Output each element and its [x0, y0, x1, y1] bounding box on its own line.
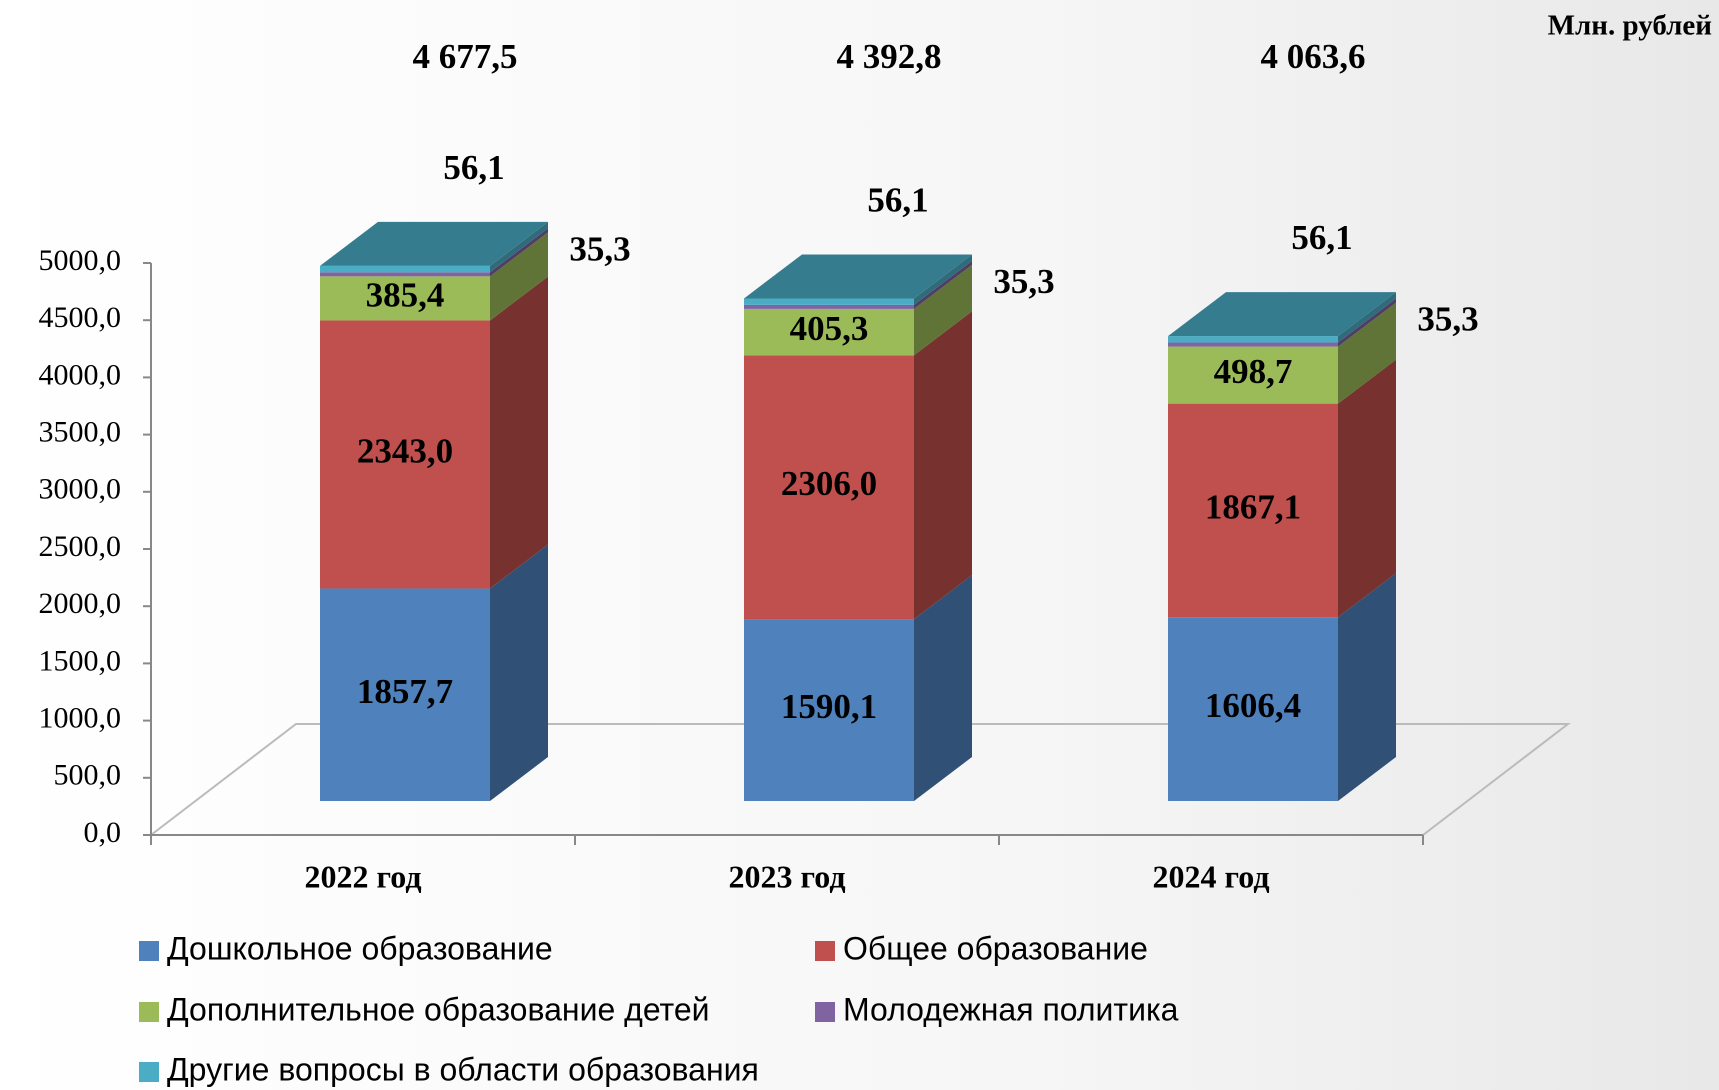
bar-side	[914, 311, 972, 620]
y-tick-label: 4500,0	[39, 301, 122, 334]
bar-segment	[1168, 346, 1338, 404]
data-label: 56,1	[443, 148, 504, 187]
bar-segment	[320, 272, 490, 277]
bar-segment	[744, 619, 914, 801]
bar-side	[490, 232, 548, 321]
y-tick-label: 0,0	[84, 816, 122, 849]
bar-side	[1338, 298, 1396, 347]
bar-side	[914, 264, 972, 356]
bar-side	[490, 221, 548, 273]
bar-side	[490, 228, 548, 277]
data-label: 35,3	[993, 262, 1054, 301]
data-label: 498,7	[1214, 352, 1293, 391]
legend-label: Дополнительное образование детей	[167, 991, 710, 1027]
bar-segment	[320, 276, 490, 321]
data-label: 1857,7	[357, 672, 453, 711]
bar-segment	[320, 588, 490, 801]
legend-marker	[815, 1002, 835, 1022]
x-tick-label: 2023 год	[729, 858, 846, 894]
bar-side	[490, 544, 548, 801]
bar-segment	[744, 298, 914, 305]
x-tick-label: 2024 год	[1153, 858, 1270, 894]
legend-marker	[139, 1062, 159, 1082]
data-label: 385,4	[366, 275, 445, 314]
y-tick-label: 4000,0	[39, 358, 122, 391]
legend-label: Молодежная политика	[843, 991, 1179, 1027]
bar-side	[490, 276, 548, 589]
bar-segment	[1168, 617, 1338, 801]
legend-marker	[139, 941, 159, 961]
bar-side	[1338, 302, 1396, 404]
bar-side	[914, 575, 972, 801]
data-label: 1590,1	[781, 687, 877, 726]
data-label: 1867,1	[1205, 487, 1301, 526]
bar-top	[1168, 292, 1396, 337]
data-label: 35,3	[1417, 300, 1478, 339]
legend-label: Дошкольное образование	[167, 930, 553, 966]
total-label: 4 063,6	[1261, 37, 1366, 76]
legend-marker	[139, 1002, 159, 1022]
bar-segment	[1168, 403, 1338, 618]
bar-segment	[320, 320, 490, 589]
bar-side	[914, 260, 972, 309]
data-label: 56,1	[1291, 218, 1352, 257]
bar-side	[1338, 359, 1396, 618]
bar-side	[914, 254, 972, 305]
y-tick-label: 2500,0	[39, 530, 122, 563]
y-tick-label: 500,0	[54, 759, 122, 792]
y-tick-label: 2000,0	[39, 587, 122, 620]
bar-segment	[1168, 342, 1338, 347]
legend-label: Общее образование	[843, 930, 1148, 966]
y-tick-label: 5000,0	[39, 244, 122, 277]
bar-segment	[1168, 336, 1338, 343]
bar-top	[320, 221, 548, 266]
total-label: 4 392,8	[837, 37, 942, 76]
legend-marker	[815, 941, 835, 961]
bar-segment	[744, 355, 914, 620]
y-tick-label: 1500,0	[39, 644, 122, 677]
bar-side	[1338, 292, 1396, 343]
bar-segment	[744, 308, 914, 356]
legend-label: Другие вопросы в области образования	[167, 1051, 759, 1087]
bar-side	[1338, 573, 1396, 801]
bar-top	[744, 254, 972, 299]
data-label: 2343,0	[357, 431, 453, 470]
data-label: 2306,0	[781, 464, 877, 503]
data-label: 35,3	[569, 229, 630, 268]
data-label: 405,3	[790, 309, 869, 348]
bar-segment	[320, 265, 490, 273]
y-tick-label: 3500,0	[39, 415, 122, 448]
total-label: 4 677,5	[413, 37, 518, 76]
y-tick-label: 1000,0	[39, 701, 122, 734]
y-tick-label: 3000,0	[39, 473, 122, 506]
data-label: 56,1	[867, 180, 928, 219]
bar-segment	[744, 304, 914, 309]
data-label: 1606,4	[1205, 686, 1301, 725]
x-tick-label: 2022 год	[305, 858, 422, 894]
unit-label: Млн. рублей	[1548, 10, 1712, 42]
